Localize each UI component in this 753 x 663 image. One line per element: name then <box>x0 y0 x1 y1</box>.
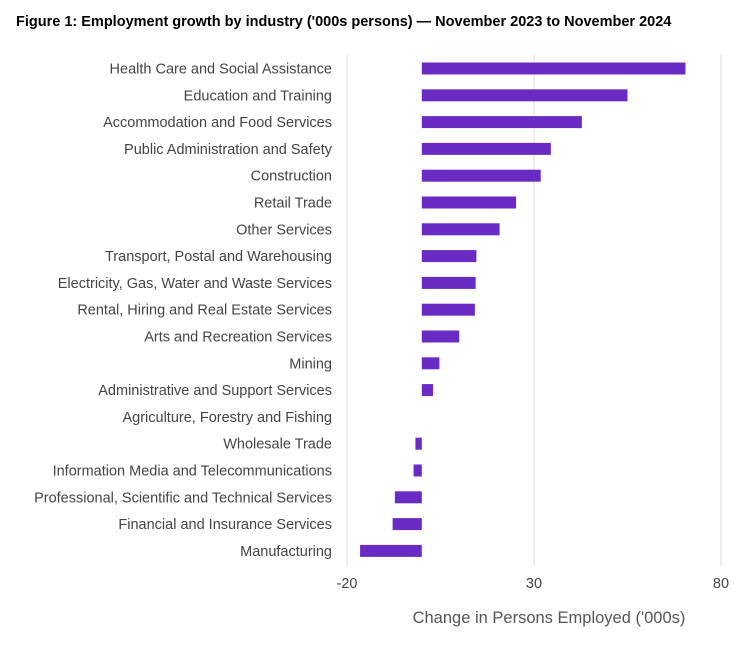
category-labels: Health Care and Social Assistance Educati… <box>34 62 333 560</box>
category-label-15: Information Media and Telecommunications <box>53 464 332 480</box>
x-tick-label-0: -20 <box>337 576 358 592</box>
bar-1 <box>421 89 628 102</box>
bar-4 <box>421 169 541 182</box>
category-label-10: Arts and Recreation Services <box>144 330 332 346</box>
bar-11 <box>421 357 440 370</box>
category-label-7: Transport, Postal and Warehousing <box>105 249 332 265</box>
bar-5 <box>421 196 517 209</box>
category-label-8: Electricity, Gas, Water and Waste Servic… <box>58 276 332 292</box>
x-axis-title: Change in Persons Employed ('000s) <box>413 609 686 627</box>
category-label-12: Administrative and Support Services <box>98 383 332 399</box>
bar-18 <box>360 544 422 557</box>
bar-3 <box>421 142 551 155</box>
bar-9 <box>421 303 475 316</box>
category-label-0: Health Care and Social Assistance <box>110 62 332 78</box>
category-label-4: Construction <box>251 169 332 185</box>
bar-2 <box>421 116 582 129</box>
bar-10 <box>421 330 460 343</box>
category-label-6: Other Services <box>236 222 332 238</box>
category-label-5: Retail Trade <box>254 196 332 212</box>
bar-0 <box>421 62 686 75</box>
bar-14 <box>415 437 422 450</box>
category-label-13: Agriculture, Forestry and Fishing <box>122 410 332 426</box>
category-label-17: Financial and Insurance Services <box>118 517 332 533</box>
category-label-3: Public Administration and Safety <box>124 142 333 158</box>
gridlines <box>346 55 722 566</box>
x-tick-label-2: 80 <box>713 576 729 592</box>
bar-7 <box>421 250 477 263</box>
x-tick-labels: -20 30 80 <box>337 576 730 592</box>
chart-title: Figure 1: Employment growth by industry … <box>16 14 672 30</box>
bar-8 <box>421 276 476 289</box>
category-label-9: Rental, Hiring and Real Estate Services <box>77 303 332 319</box>
bars <box>360 62 686 557</box>
category-label-16: Professional, Scientific and Technical S… <box>34 490 332 506</box>
bar-6 <box>421 223 500 236</box>
category-label-1: Education and Training <box>184 88 332 104</box>
bar-12 <box>421 384 434 397</box>
x-tick-label-1: 30 <box>526 576 542 592</box>
category-label-11: Mining <box>289 356 332 372</box>
category-label-2: Accommodation and Food Services <box>103 115 332 131</box>
bar-15 <box>413 464 422 477</box>
category-label-18: Manufacturing <box>240 544 332 560</box>
category-label-14: Wholesale Trade <box>223 437 332 453</box>
bar-17 <box>392 518 422 531</box>
bar-16 <box>394 491 422 504</box>
